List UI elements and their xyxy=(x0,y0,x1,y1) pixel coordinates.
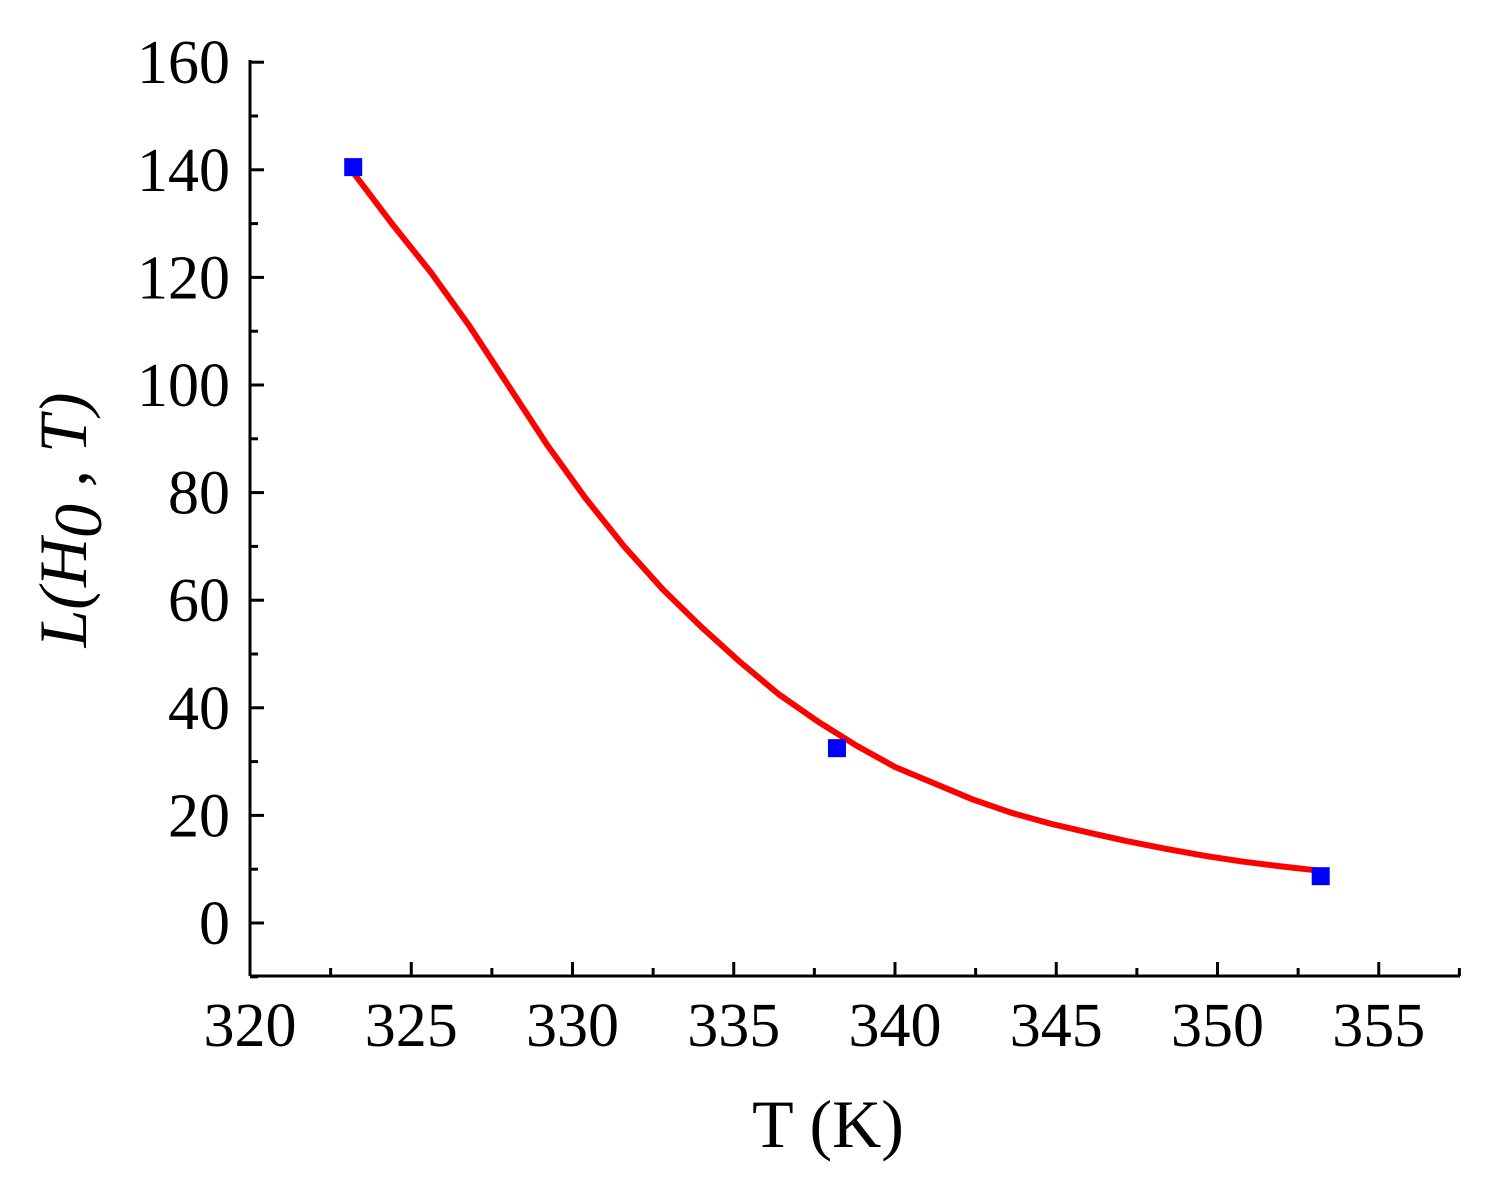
data-marker xyxy=(344,158,362,176)
y-axis-title: L(H0 , T) xyxy=(25,392,116,648)
y-tick-label: 60 xyxy=(168,567,230,635)
y-tick-label: 100 xyxy=(137,352,230,420)
x-axis-title: T (K) xyxy=(752,1086,904,1162)
y-tick-label: 80 xyxy=(168,460,230,528)
x-tick-label: 340 xyxy=(849,992,942,1060)
y-axis-title-prefix: L(H xyxy=(25,534,101,648)
y-axis-title-subscript: 0 xyxy=(40,504,116,538)
y-tick-label: 160 xyxy=(137,29,230,97)
x-tick-label: 330 xyxy=(526,992,619,1060)
y-tick-label: 40 xyxy=(168,675,230,743)
x-tick-label: 345 xyxy=(1010,992,1103,1060)
x-tick-label: 320 xyxy=(204,992,297,1060)
y-tick-label: 120 xyxy=(137,244,230,312)
x-tick-label: 335 xyxy=(687,992,780,1060)
x-tick-label: 355 xyxy=(1332,992,1425,1060)
y-tick-label: 20 xyxy=(168,782,230,850)
fit-curve-layer xyxy=(353,173,1320,871)
y-tick-label: 0 xyxy=(199,890,230,958)
x-tick-label: 325 xyxy=(365,992,458,1060)
x-tick-label: 350 xyxy=(1171,992,1264,1060)
data-marker xyxy=(1312,867,1330,885)
axes: 0 20 40 60 80 100 120 140 160 320 325 330 335 340 345 3… xyxy=(137,29,1460,1060)
data-marker xyxy=(828,739,846,757)
y-tick-label: 140 xyxy=(137,137,230,205)
data-markers-layer xyxy=(344,158,1329,885)
fit-curve xyxy=(353,173,1320,871)
y-axis-title-suffix: , T) xyxy=(25,392,101,503)
